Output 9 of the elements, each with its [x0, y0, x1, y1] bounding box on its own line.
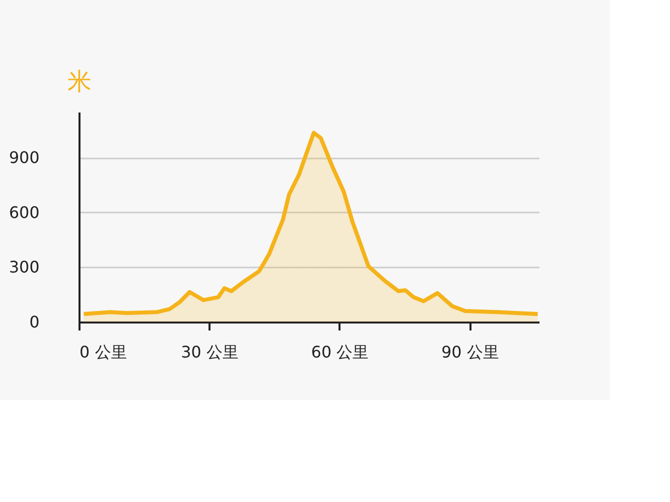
x-tick-label: 60 公里 — [311, 342, 369, 362]
y-tick-label: 900 — [8, 148, 40, 168]
y-tick-label: 300 — [8, 258, 40, 277]
x-tick-label: 30 公里 — [180, 342, 238, 362]
y-axis-title: 米 — [68, 68, 92, 96]
x-tick-label: 90 公里 — [441, 342, 499, 362]
x-tick-label: 0 公里 — [80, 342, 127, 362]
y-tick-label: 0 — [29, 312, 40, 332]
y-tick-label: 600 — [8, 202, 40, 222]
